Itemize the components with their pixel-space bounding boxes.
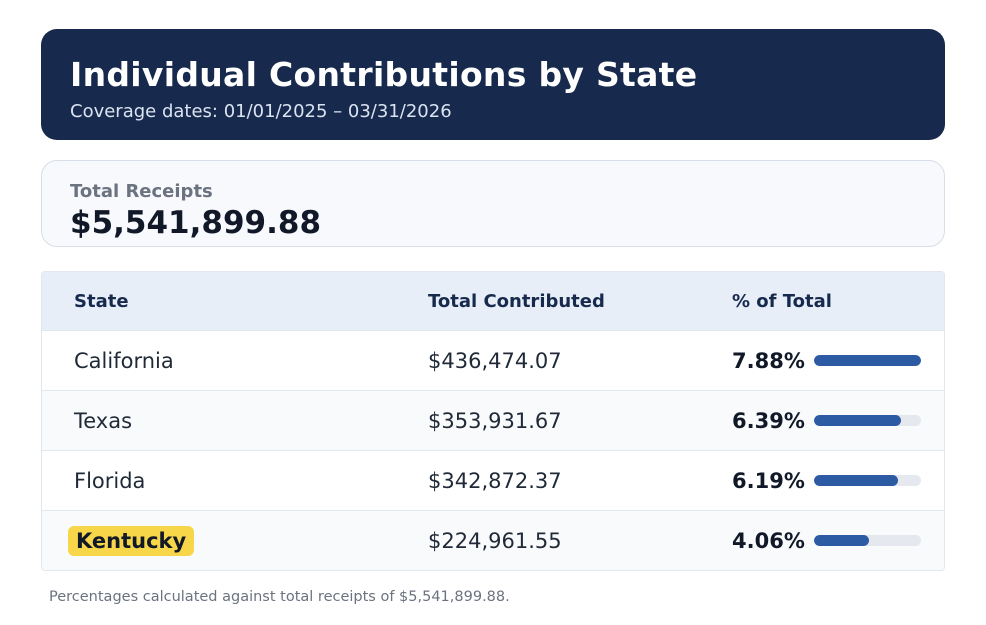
table-row: California $436,474.07 7.88%: [42, 330, 944, 390]
column-header-total: Total Contributed: [428, 290, 605, 312]
state-name-highlighted: Kentucky: [68, 525, 195, 556]
total-receipts-amount: $5,541,899.88: [70, 205, 322, 241]
share-bar-track: [814, 535, 921, 546]
percent-of-total: 4.06%: [732, 528, 805, 553]
total-contributed: $353,931.67: [428, 408, 562, 433]
column-header-percent: % of Total: [732, 290, 832, 312]
footnote: Percentages calculated against total rec…: [49, 589, 510, 605]
page-title: Individual Contributions by State: [70, 55, 698, 94]
share-bar-fill: [814, 475, 899, 486]
percent-of-total: 6.19%: [732, 468, 805, 493]
table-row: Texas $353,931.67 6.39%: [42, 390, 944, 450]
share-bar-track: [814, 475, 921, 486]
share-bar-track: [814, 355, 921, 366]
share-bar-fill: [814, 355, 921, 366]
total-contributed: $436,474.07: [428, 348, 562, 373]
state-name: California: [74, 348, 174, 373]
state-contributions-table: State Total Contributed % of Total Calif…: [41, 271, 945, 571]
percent-of-total: 7.88%: [732, 348, 805, 373]
total-contributed: $342,872.37: [428, 468, 562, 493]
coverage-dates: Coverage dates: 01/01/2025 – 03/31/2026: [70, 101, 452, 122]
table-row: Florida $342,872.37 6.19%: [42, 450, 944, 510]
report-header: Individual Contributions by State Covera…: [41, 29, 945, 140]
column-header-state: State: [74, 290, 129, 312]
share-bar-fill: [814, 415, 901, 426]
percent-of-total: 6.39%: [732, 408, 805, 433]
share-bar-track: [814, 415, 921, 426]
total-contributed: $224,961.55: [428, 528, 562, 553]
state-name: Florida: [74, 468, 146, 493]
table-row: Kentucky $224,961.55 4.06%: [42, 510, 944, 570]
total-receipts-label: Total Receipts: [70, 181, 213, 202]
table-header: State Total Contributed % of Total: [42, 272, 944, 330]
total-receipts-card: Total Receipts $5,541,899.88: [41, 160, 945, 247]
share-bar-fill: [814, 535, 870, 546]
state-name: Texas: [74, 408, 133, 433]
